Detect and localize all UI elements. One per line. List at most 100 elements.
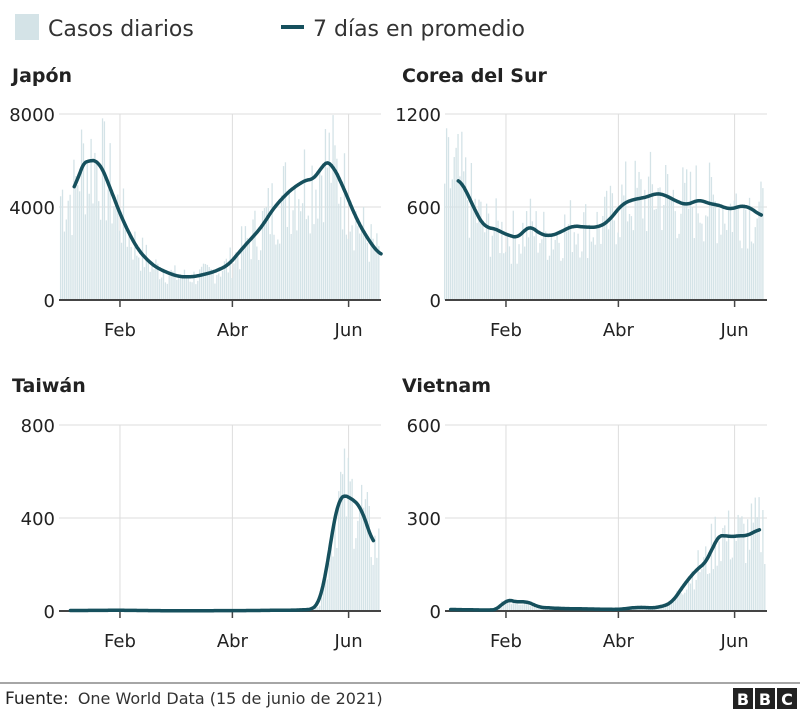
daily-cases-bar (684, 592, 686, 611)
daily-cases-bar (543, 608, 545, 611)
daily-cases-bar (374, 248, 376, 300)
daily-cases-bar (678, 594, 680, 611)
daily-cases-bar (109, 143, 111, 300)
daily-cases-bar (665, 165, 667, 300)
daily-cases-bar (235, 252, 237, 300)
daily-cases-bar (338, 203, 340, 300)
chart-title: Japón (10, 65, 72, 87)
x-tick-label: Abr (217, 320, 249, 341)
daily-cases-bar (653, 209, 655, 300)
daily-cases-bar (330, 182, 332, 300)
daily-cases-bar (676, 238, 678, 300)
daily-cases-bar (687, 208, 690, 300)
daily-cases-bar (695, 165, 697, 300)
daily-cases-bar (598, 227, 600, 300)
daily-cases-bar (522, 604, 524, 611)
daily-cases-bar (122, 188, 125, 300)
daily-cases-bar (334, 145, 336, 300)
daily-cases-bar (548, 255, 551, 300)
daily-cases-bar (594, 244, 596, 300)
daily-cases-bar (518, 244, 520, 300)
daily-cases-bar (305, 219, 308, 300)
chart-title: Corea del Sur (402, 65, 548, 87)
daily-cases-bar (189, 281, 191, 300)
daily-cases-bar (764, 563, 766, 611)
daily-cases-bar (524, 246, 526, 300)
x-tick-label: Feb (104, 631, 136, 652)
daily-cases-bar (204, 263, 207, 300)
chart-panel-1: Corea del Sur 0 600 1200 Feb Abr Jun (395, 65, 767, 341)
daily-cases-bar (162, 272, 165, 300)
daily-cases-bar (731, 557, 734, 611)
daily-cases-bar (134, 231, 136, 300)
daily-cases-bar (756, 517, 758, 611)
daily-cases-bar (661, 230, 663, 300)
daily-cases-bar (754, 227, 756, 300)
chart-panel-2: Taiwán 0 400 800 Feb Abr Jun (12, 375, 381, 652)
daily-cases-bar (525, 601, 528, 611)
daily-cases-bar (533, 236, 535, 300)
daily-cases-bar (447, 137, 450, 300)
daily-cases-bar (347, 238, 349, 300)
daily-cases-bar (701, 223, 703, 300)
daily-cases-bar (320, 597, 323, 611)
x-tick-label: Abr (603, 320, 635, 341)
daily-cases-bar (508, 601, 511, 611)
daily-cases-bar (313, 224, 315, 300)
y-tick-label: 1200 (395, 105, 441, 126)
daily-cases-bar (762, 510, 764, 611)
daily-cases-bar (103, 121, 106, 301)
daily-cases-bar (722, 208, 724, 300)
daily-cases-bar (682, 167, 684, 300)
daily-cases-bar (699, 572, 701, 611)
daily-cases-bar (466, 200, 469, 300)
y-tick-label: 0 (44, 602, 55, 623)
daily-cases-bar (577, 233, 579, 300)
daily-cases-bar (69, 194, 71, 300)
daily-cases-bar (378, 246, 380, 300)
daily-cases-bar (319, 605, 321, 611)
legend-line-label: 7 días en promedio (313, 17, 525, 42)
daily-cases-bar (480, 201, 482, 300)
daily-cases-bar (666, 174, 669, 300)
daily-cases-bar (242, 248, 245, 300)
y-tick-label: 600 (407, 416, 441, 437)
daily-cases-bar (59, 196, 62, 300)
daily-cases-bar (220, 276, 222, 300)
daily-cases-bar (682, 594, 684, 611)
daily-cases-bar (503, 253, 505, 300)
daily-cases-bar (520, 604, 522, 611)
daily-cases-bar (345, 234, 348, 300)
daily-cases-bar (210, 269, 212, 300)
daily-cases-bar (604, 196, 606, 300)
daily-cases-bar (240, 226, 243, 300)
daily-cases-bar (689, 171, 692, 300)
daily-cases-bar (712, 194, 715, 300)
daily-cases-bar (676, 590, 678, 611)
daily-cases-bar (67, 200, 69, 300)
daily-cases-bar (290, 233, 292, 300)
daily-cases-bar (524, 603, 526, 611)
daily-cases-bar (341, 229, 344, 300)
daily-cases-bar (326, 579, 329, 611)
daily-cases-bar (706, 574, 709, 611)
daily-cases-bar (459, 176, 461, 300)
daily-cases-bar (261, 210, 264, 300)
daily-cases-bar (353, 250, 355, 300)
daily-cases-bar (193, 271, 195, 300)
daily-cases-bar (693, 238, 695, 300)
daily-cases-bar (539, 243, 541, 300)
daily-cases-bar (244, 226, 247, 300)
bbc-logo-letter: B (737, 690, 749, 709)
daily-cases-bar (499, 605, 501, 611)
daily-cases-bar (136, 255, 138, 300)
daily-cases-bar (372, 238, 374, 300)
daily-cases-bar (105, 220, 107, 300)
daily-cases-bar (94, 152, 96, 300)
daily-cases-bar (533, 606, 535, 611)
daily-cases-bar (326, 167, 329, 300)
daily-cases-bar (606, 190, 608, 300)
daily-cases-bar (726, 541, 728, 611)
daily-cases-bar (733, 200, 735, 300)
daily-cases-bar (611, 193, 614, 300)
